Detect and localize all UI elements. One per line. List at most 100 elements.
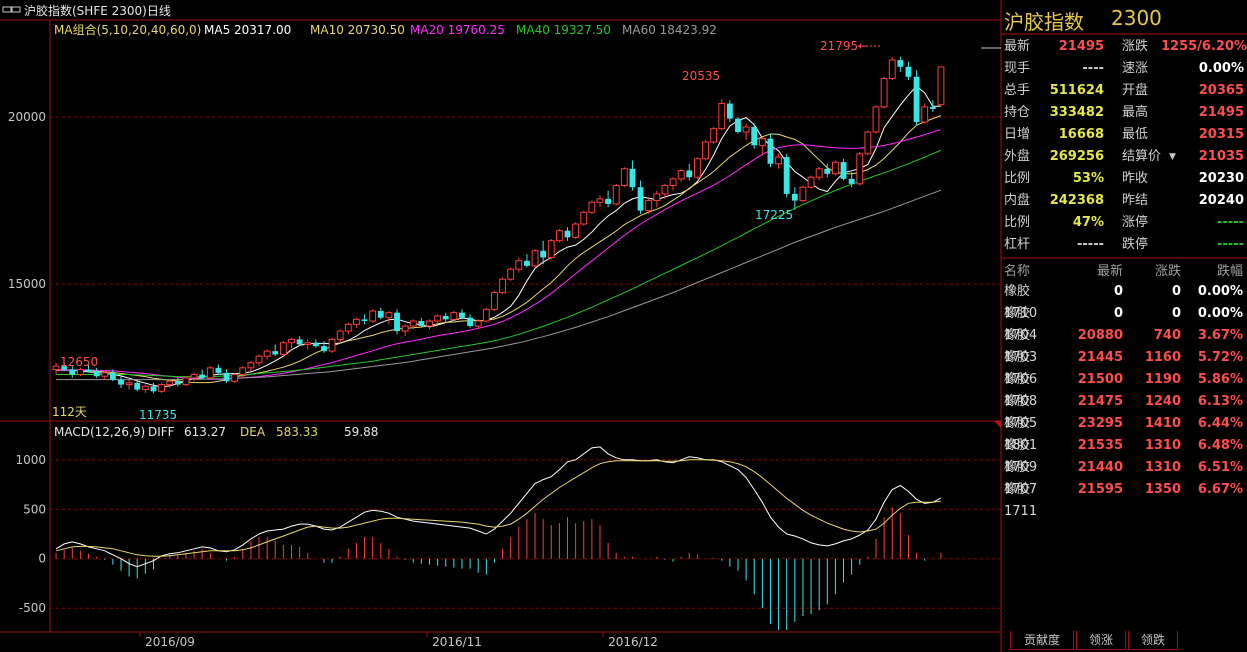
quote-value: ----- bbox=[1077, 237, 1104, 252]
list-cell: 0.00% bbox=[1197, 306, 1243, 321]
quote-value: ---- bbox=[1082, 61, 1104, 76]
x-tick-label: 2016/11 bbox=[432, 635, 482, 649]
list-item[interactable]: 橡胶1707 21440 1310 6.51% bbox=[1001, 457, 1247, 497]
list-cell: 6.51% bbox=[1197, 460, 1243, 475]
candle bbox=[409, 319, 417, 330]
candle bbox=[629, 160, 636, 191]
list-cell: 6.13% bbox=[1197, 394, 1243, 409]
candle bbox=[523, 254, 530, 268]
candle bbox=[93, 367, 100, 378]
list-column-header[interactable]: 跌幅 bbox=[1216, 264, 1243, 279]
candle bbox=[547, 239, 555, 260]
candle bbox=[361, 314, 368, 325]
quote-label: 最高 bbox=[1122, 105, 1149, 120]
list-cell: 橡胶1709 bbox=[1004, 438, 1038, 475]
tab-3[interactable]: 领跌 bbox=[1128, 631, 1178, 650]
ma-line-ma20 bbox=[56, 129, 942, 380]
list-item[interactable]: 橡胶1704 0 0 0.00% bbox=[1001, 303, 1247, 343]
ma-legend: MA组合(5,10,20,40,60,0) MA5 20317.00 MA10 20… bbox=[54, 22, 717, 37]
candle bbox=[85, 364, 92, 373]
candle bbox=[677, 168, 685, 183]
candle bbox=[499, 277, 506, 295]
ma-legend-ma20: MA20 19760.25 bbox=[410, 23, 505, 37]
list-cell: 21475 bbox=[1077, 394, 1123, 409]
quote-label: 最低 bbox=[1122, 127, 1149, 142]
quote-label: 现手 bbox=[1004, 61, 1031, 76]
candle bbox=[215, 364, 222, 375]
candle bbox=[815, 167, 823, 181]
quote-row: 比例 47% 涨停 ----- bbox=[1001, 212, 1247, 234]
annotation-trough: 17225 bbox=[755, 208, 793, 222]
quote-label: 速涨 bbox=[1122, 61, 1149, 76]
quote-row: 总手 511624 开盘 20365 bbox=[1001, 80, 1247, 102]
list-item[interactable]: 橡胶1706 21445 1160 5.72% bbox=[1001, 347, 1247, 387]
quote-label: 日增 bbox=[1004, 127, 1031, 142]
list-cell: 橡胶1710 bbox=[1004, 284, 1038, 321]
list-column-header[interactable]: 名称 bbox=[1004, 264, 1031, 279]
candle bbox=[328, 337, 336, 353]
list-cell: 1240 bbox=[1144, 394, 1181, 409]
candle bbox=[897, 56, 904, 72]
quote-label: 持仓 bbox=[1004, 105, 1031, 120]
candle bbox=[693, 157, 701, 179]
ma-legend-ma5: MA5 20317.00 bbox=[204, 23, 291, 37]
candle bbox=[385, 310, 393, 325]
candle bbox=[507, 267, 515, 281]
candle bbox=[369, 309, 377, 323]
candle bbox=[783, 153, 790, 198]
candle bbox=[531, 249, 539, 268]
list-column-header[interactable]: 涨跌 bbox=[1154, 264, 1181, 279]
menu-icon[interactable] bbox=[2, 6, 21, 13]
candle bbox=[751, 123, 758, 149]
quote-label: 昨收 bbox=[1122, 171, 1149, 186]
list-cell: 橡胶1704 bbox=[1004, 306, 1038, 343]
list-cell: 21535 bbox=[1077, 438, 1123, 453]
candle bbox=[612, 183, 620, 206]
scroll-corner-icon[interactable] bbox=[994, 421, 1001, 428]
candle bbox=[459, 309, 465, 320]
candle bbox=[150, 382, 157, 394]
candle bbox=[669, 177, 677, 191]
price-tick-label: 20000 bbox=[8, 110, 46, 124]
list-item[interactable]: 橡胶1709 21535 1310 6.48% bbox=[1001, 435, 1247, 475]
macd-hist-value: 59.88 bbox=[344, 425, 378, 439]
quote-value: 20365 bbox=[1198, 83, 1244, 98]
list-cell: 21445 bbox=[1077, 350, 1123, 365]
candle bbox=[141, 384, 149, 393]
list-column-header[interactable]: 最新 bbox=[1096, 264, 1123, 279]
candle bbox=[937, 66, 945, 107]
quote-label: 比例 bbox=[1004, 215, 1031, 230]
candle bbox=[166, 379, 174, 388]
candle bbox=[702, 140, 709, 161]
candle bbox=[109, 369, 116, 382]
candle bbox=[775, 153, 782, 169]
candle bbox=[321, 341, 327, 353]
candle bbox=[158, 382, 166, 393]
list-item[interactable]: 橡胶1708 21500 1190 5.86% bbox=[1001, 369, 1247, 409]
candle bbox=[61, 362, 68, 372]
tab-1[interactable]: 贡献度 bbox=[1010, 631, 1074, 650]
quote-label: 最新 bbox=[1004, 39, 1031, 54]
tab-2[interactable]: 领涨 bbox=[1076, 631, 1126, 650]
x-tick-label: 2016/09 bbox=[145, 635, 195, 649]
macd-histogram bbox=[55, 507, 942, 630]
candle bbox=[824, 163, 831, 178]
quote-value: ----- bbox=[1217, 237, 1244, 252]
list-item[interactable]: 橡胶1711 21595 1350 6.67% bbox=[1001, 479, 1247, 519]
list-item[interactable]: 橡胶1710 0 0 0.00% bbox=[1001, 281, 1247, 321]
list-item[interactable]: 橡胶1703 20880 740 3.67% bbox=[1001, 325, 1247, 365]
candle bbox=[735, 116, 741, 134]
list-item[interactable]: 橡胶1705 21475 1240 6.13% bbox=[1001, 391, 1247, 431]
candle bbox=[247, 361, 255, 372]
list-cell: 5.86% bbox=[1197, 372, 1243, 387]
candle bbox=[921, 103, 929, 124]
quote-label: 杠杆 bbox=[1004, 237, 1031, 252]
dropdown-icon[interactable]: ▼ bbox=[1169, 152, 1176, 162]
ma-legend-ma10: MA10 20730.50 bbox=[310, 23, 405, 37]
list-cell: 1310 bbox=[1144, 438, 1181, 453]
candle bbox=[605, 190, 612, 208]
list-cell: 橡胶1703 bbox=[1004, 328, 1038, 365]
list-item[interactable]: 橡胶1801 23295 1410 6.44% bbox=[1001, 413, 1247, 453]
candle bbox=[377, 307, 384, 320]
candle bbox=[312, 339, 319, 348]
